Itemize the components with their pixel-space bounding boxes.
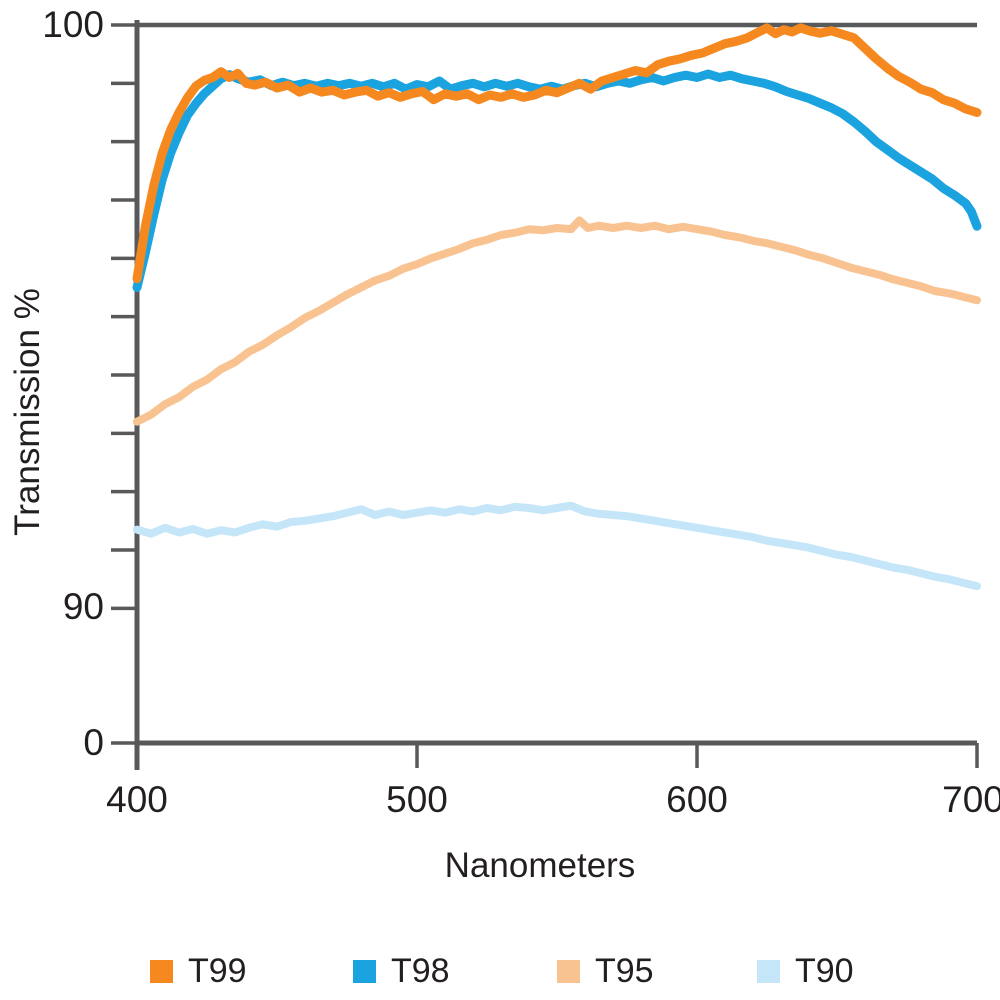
y-tick-label-0: 0: [83, 722, 104, 763]
series-line-t98: [132, 69, 982, 292]
x-tick-label-400: 400: [106, 779, 168, 820]
legend-label-t90: T90: [795, 952, 854, 990]
legend-label-t98: T98: [391, 952, 450, 990]
x-tick-label-600: 600: [666, 779, 728, 820]
legend-label-t99: T99: [188, 952, 247, 990]
series-line-t95: [133, 216, 981, 426]
legend-swatch-t99: [150, 960, 173, 983]
legend-item-t95: T95: [557, 952, 654, 991]
y-axis-title: Transmission %: [8, 288, 47, 536]
legend-swatch-t98: [353, 960, 376, 983]
y-tick-label-100: 100: [42, 4, 104, 45]
legend-label-t95: T95: [595, 952, 654, 990]
legend-swatch-t95: [557, 960, 580, 983]
series-line-t99: [132, 23, 982, 284]
legend-swatch-t90: [757, 960, 780, 983]
x-tick-label-500: 500: [386, 779, 448, 820]
series-line-t90: [133, 501, 981, 591]
legend-item-t90: T90: [757, 952, 854, 991]
legend-item-t98: T98: [353, 952, 450, 991]
x-tick-label-700: 700: [942, 779, 1000, 820]
y-tick-label-90: 90: [62, 586, 104, 627]
x-axis-title: Nanometers: [444, 846, 636, 885]
legend-item-t99: T99: [150, 952, 247, 991]
